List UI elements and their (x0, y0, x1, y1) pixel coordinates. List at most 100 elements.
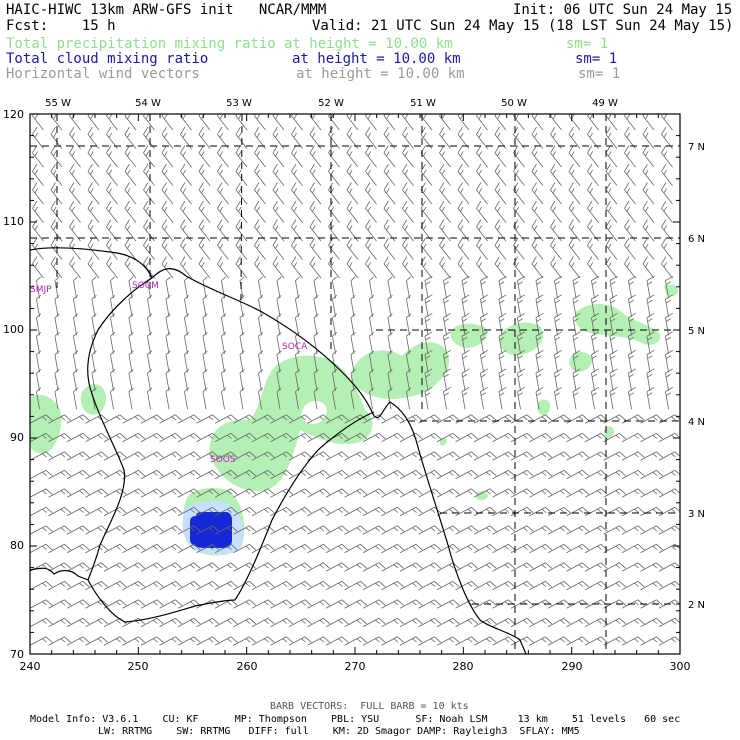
wind-barb (473, 506, 497, 517)
wind-barb (251, 543, 275, 554)
wind-barb (455, 432, 479, 443)
wind-barb (531, 219, 544, 242)
wind-barb (140, 525, 164, 535)
wind-barb (124, 200, 137, 223)
wind-barb (91, 276, 97, 299)
wind-barb (239, 313, 245, 336)
wind-barb (566, 617, 590, 628)
wind-barb (309, 219, 322, 242)
field-cloud-height: at height = 10.00 km (292, 51, 461, 67)
wind-barb (346, 145, 359, 168)
wind-barb (177, 525, 201, 535)
wind-barb (106, 219, 118, 242)
wind-barb (362, 580, 386, 591)
wind-barb (217, 182, 229, 205)
wind-barb (383, 200, 396, 223)
wind-barb (103, 599, 127, 609)
wind-barb (550, 256, 562, 279)
wind-barb (628, 349, 636, 373)
wind-barb (66, 543, 90, 554)
wind-barb (640, 525, 664, 535)
wind-barb (177, 580, 201, 591)
wind-barb (492, 580, 516, 591)
wind-barb (122, 451, 146, 461)
wind-barb (276, 276, 282, 299)
wind-barb (85, 543, 109, 554)
wind-barb (605, 256, 618, 279)
wind-barb (103, 543, 127, 554)
wind-barb (217, 114, 229, 131)
wind-barb (584, 636, 608, 646)
wind-barb (640, 469, 664, 480)
wind-barb (124, 219, 137, 242)
wind-barb (402, 200, 414, 223)
wind-barb (640, 488, 664, 498)
wind-barb (214, 525, 238, 535)
wind-barb (350, 369, 356, 391)
wind-barb (235, 237, 248, 260)
wind-barb (159, 469, 183, 480)
wind-barb (270, 506, 294, 517)
wind-barb (309, 145, 322, 168)
wind-barb (214, 432, 238, 443)
wind-barb (196, 506, 220, 517)
field-wind-sm: sm= 1 (578, 66, 621, 82)
wind-barb (214, 451, 238, 461)
wind-barb (288, 580, 312, 591)
wind-barb (402, 163, 414, 186)
wind-barb (233, 488, 257, 498)
wind-barb (584, 469, 608, 480)
wind-barb (202, 332, 208, 354)
wind-barb (517, 368, 525, 391)
coastline-borders (30, 247, 527, 654)
wind-barb (159, 617, 183, 628)
wind-barb (406, 387, 412, 410)
wind-barb (307, 543, 331, 554)
wind-barb (621, 432, 645, 443)
wind-barb (288, 599, 312, 609)
wind-barb (344, 432, 368, 443)
wind-barb (492, 414, 516, 424)
wind-barb (214, 562, 238, 572)
wind-barb (180, 182, 192, 205)
wind-barb (572, 312, 581, 336)
wind-barb (513, 126, 525, 149)
wind-barb (399, 469, 423, 480)
wind-barb (122, 580, 146, 591)
wind-barb (624, 145, 636, 168)
x-tick-label: 280 (453, 660, 474, 673)
wind-barb (572, 349, 581, 373)
wind-barb (492, 543, 516, 554)
wind-barb (110, 387, 116, 410)
wind-barb (406, 332, 412, 354)
wind-barb (658, 617, 680, 628)
wind-barbs (30, 114, 680, 646)
wind-barb (270, 617, 294, 628)
wind-barb (73, 276, 79, 299)
wind-barb (73, 313, 79, 336)
wind-barb (455, 562, 479, 572)
wind-barb (365, 145, 377, 168)
wind-barb (383, 256, 396, 279)
wind-barb (418, 506, 442, 517)
wind-barb (217, 200, 229, 223)
wind-barb (568, 163, 581, 186)
y-tick-label: 70 (10, 648, 24, 661)
wind-barb (603, 488, 627, 498)
wind-barb (328, 182, 340, 205)
wind-barb (517, 331, 525, 354)
wind-barb (547, 562, 571, 572)
wind-barb (124, 126, 137, 149)
wind-barb (233, 506, 257, 517)
wind-barb (165, 369, 171, 391)
wind-barb (369, 276, 375, 299)
wind-barb (85, 525, 109, 535)
wind-barb (381, 506, 405, 517)
wind-barb (402, 219, 414, 242)
wind-barb (399, 599, 423, 609)
wind-barb (369, 387, 375, 410)
wind-barb (221, 276, 227, 299)
wind-barb (344, 451, 368, 461)
wind-barb (140, 599, 164, 609)
